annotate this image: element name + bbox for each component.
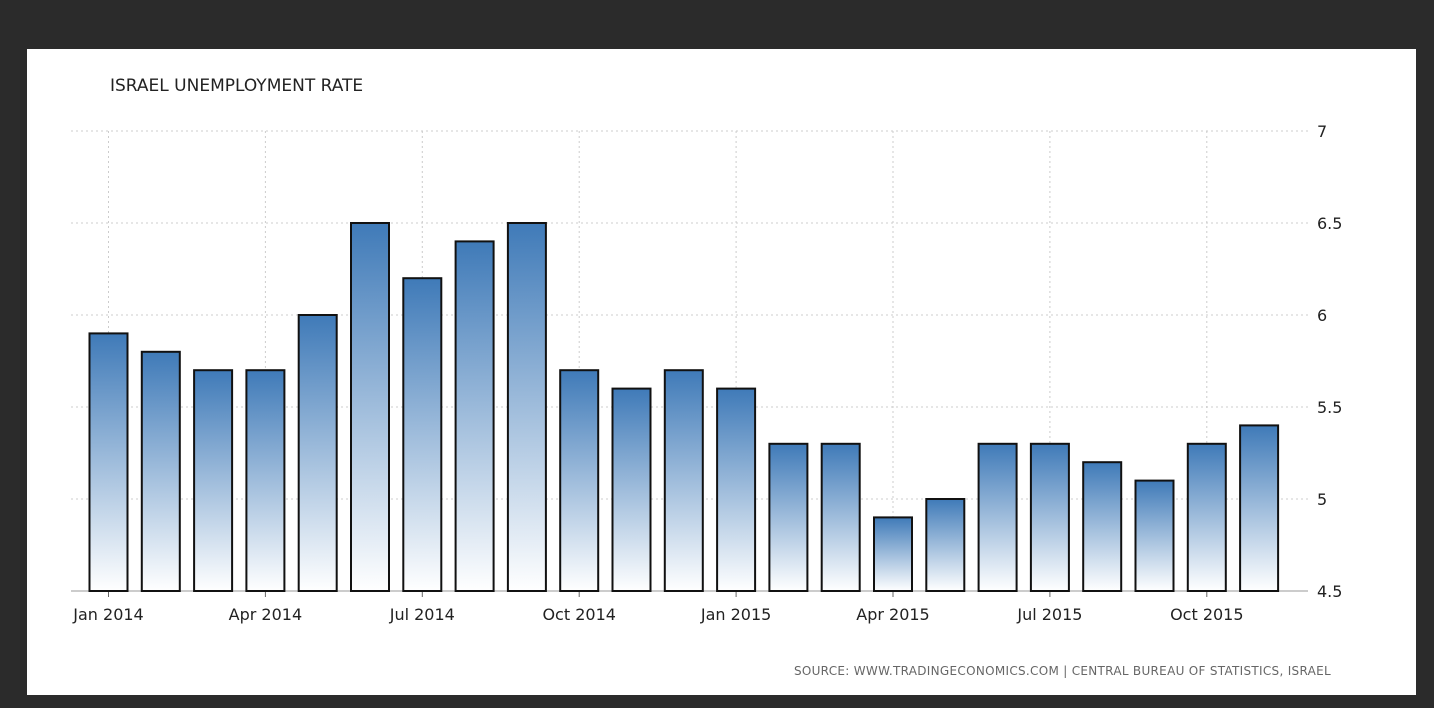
x-tick-label: Apr 2015 [856,605,929,624]
x-tick-label: Jul 2015 [1016,605,1082,624]
source-note: SOURCE: WWW.TRADINGECONOMICS.COM | CENTR… [794,664,1331,678]
bar-nov-2015 [1239,424,1280,592]
bar-may-2015 [925,498,966,592]
bar-jun-2015 [977,442,1018,592]
bar-may-2014 [297,314,338,592]
bar-oct-2015 [1186,442,1227,592]
bar-dec-2014 [663,369,704,593]
x-axis-ticks: Jan 2014 Apr 2014 Jul 2014 Oct 2014 Jan 2015… [72,605,1243,624]
bar-oct-2014 [559,369,600,593]
bar-jan-2014 [88,332,129,592]
bar-jul-2015 [1029,442,1070,592]
bar-jun-2014 [350,222,390,592]
bar-feb-2015 [768,442,809,592]
x-tick-label: Jan 2015 [700,605,771,624]
bar-sep-2015 [1134,479,1175,593]
bars [88,222,1280,593]
x-tick-label: Jul 2014 [389,605,455,624]
x-tick-label: Apr 2014 [229,605,302,624]
bar-feb-2014 [140,350,181,592]
bar-jul-2014 [402,277,443,592]
unemployment-chart: ISRAEL UNEMPLOYMENT RATE 7 6.5 6 5.5 5 4.5 Ja… [71,76,1342,678]
chart-title: ISRAEL UNEMPLOYMENT RATE [110,76,363,96]
bar-aug-2014 [454,240,495,592]
bar-jan-2015 [716,387,757,592]
bar-mar-2015 [820,442,861,592]
bar-mar-2014 [193,369,234,593]
y-tick-label: 7 [1317,122,1327,141]
y-tick-label: 6.5 [1317,214,1342,233]
x-tick-label: Oct 2015 [1170,605,1243,624]
chart-panel: ISRAEL UNEMPLOYMENT RATE 7 6.5 6 5.5 5 4.5 Ja… [27,49,1416,695]
x-tick-label: Jan 2014 [72,605,143,624]
bar-apr-2014 [245,369,286,593]
bar-sep-2014 [506,222,547,592]
y-tick-label: 6 [1317,306,1327,325]
bar-apr-2015 [873,516,913,592]
x-tick-label: Oct 2014 [542,605,615,624]
bar-nov-2014 [611,387,652,592]
bar-aug-2015 [1082,461,1123,593]
y-tick-label: 4.5 [1317,582,1342,601]
y-tick-label: 5.5 [1317,398,1342,417]
y-tick-label: 5 [1317,490,1327,509]
y-axis-ticks: 7 6.5 6 5.5 5 4.5 [1317,122,1342,601]
